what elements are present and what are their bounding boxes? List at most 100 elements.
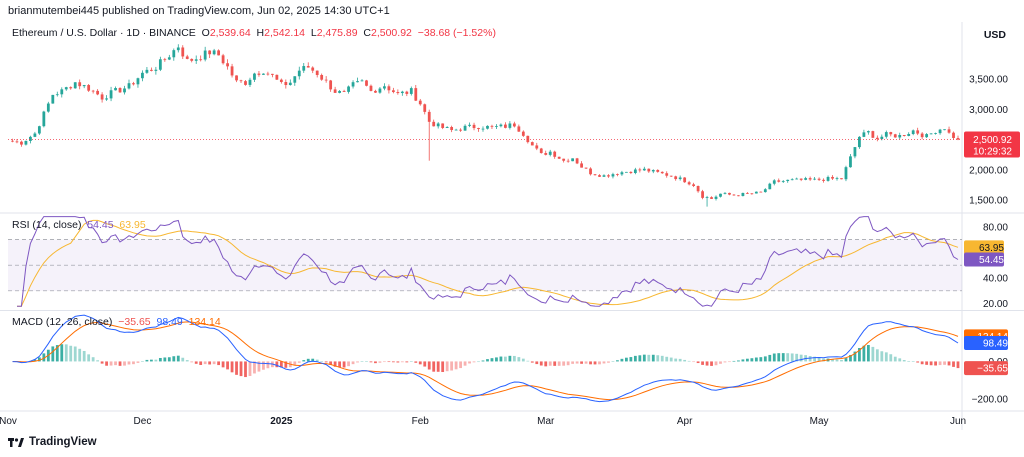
candle-body <box>633 169 637 174</box>
candle-body <box>866 131 870 133</box>
macd-histogram-bar <box>248 361 252 376</box>
macd-histogram-bar <box>351 361 355 365</box>
macd-histogram-bar <box>566 361 570 366</box>
candle-body <box>320 74 324 80</box>
macd-signal-line <box>12 321 959 401</box>
macd-histogram-bar <box>902 360 906 362</box>
candle-body <box>871 131 875 138</box>
macd-histogram-bar <box>875 349 879 362</box>
rsi-title: RSI (14, close) <box>12 219 82 231</box>
candle-body <box>656 169 660 172</box>
candle-body <box>190 58 194 61</box>
macd-histogram-bar <box>454 361 458 370</box>
candle-body <box>911 130 915 134</box>
candle-body <box>710 197 713 199</box>
candle-body <box>262 73 265 75</box>
macd-histogram-bar <box>620 358 624 362</box>
macd-histogram-bar <box>123 361 126 366</box>
candle-body <box>270 73 274 75</box>
macd-histogram-bar <box>589 361 592 365</box>
candle-body <box>123 88 126 93</box>
macd-histogram-bar <box>763 356 767 362</box>
candle-body <box>907 133 911 136</box>
macd-hist-label: −35.65 <box>118 316 151 328</box>
macd-histogram-bar <box>275 361 279 368</box>
macd-histogram-bar <box>911 361 915 362</box>
candle-body <box>647 168 651 172</box>
rsi-ma-line <box>17 219 959 307</box>
macd-histogram-bar <box>132 361 135 365</box>
macd-histogram-bar <box>893 356 897 362</box>
macd-histogram-bar <box>956 361 960 369</box>
candle-body <box>898 135 902 138</box>
candle-body <box>799 178 803 180</box>
brand-name: TradingView <box>29 436 97 448</box>
macd-histogram-bar <box>145 359 149 362</box>
macd-histogram-bar <box>737 360 740 362</box>
candle-body <box>118 88 122 93</box>
candle-body <box>212 50 216 55</box>
macd-histogram-bar <box>360 361 364 362</box>
candle-body <box>822 179 825 181</box>
candle-body <box>432 121 436 127</box>
brand[interactable]: TradingView <box>8 436 97 448</box>
macd-histogram-bar <box>91 357 95 362</box>
macd-histogram-bar <box>266 361 270 369</box>
candle-body <box>719 193 722 197</box>
candle-body <box>427 111 431 122</box>
macd-histogram-bar <box>723 361 727 363</box>
candle-body <box>208 50 212 55</box>
candle-body <box>329 80 333 90</box>
candle-body <box>535 145 539 149</box>
macd-histogram-bar <box>853 351 857 362</box>
macd-histogram-bar <box>293 361 297 366</box>
macd-histogram-bar <box>584 361 588 364</box>
candle-body <box>813 178 816 180</box>
high-value: 2,542.14 <box>264 27 305 39</box>
candle-body <box>96 90 100 95</box>
candle-body <box>956 138 960 140</box>
macd-histogram-bar <box>396 361 400 363</box>
symbol-legend: Ethereum / U.S. Dollar · 1D · BINANCE O2… <box>12 27 496 39</box>
candle-body <box>862 132 866 137</box>
candle-body <box>499 124 503 127</box>
macd-histogram-bar <box>580 361 583 364</box>
rsi-ma-value: 63.95 <box>119 219 146 231</box>
macd-histogram-bar <box>916 361 920 363</box>
macd-histogram-bar <box>338 361 341 368</box>
candle-body <box>705 197 709 198</box>
macd-histogram-bar <box>889 354 893 362</box>
candle-body <box>55 94 59 96</box>
macd-histogram-bar <box>418 361 422 365</box>
macd-histogram-bar <box>114 361 117 366</box>
currency-label[interactable]: USD <box>983 29 1006 41</box>
candle-body <box>669 175 673 177</box>
candle-body <box>109 90 113 99</box>
candle-body <box>916 130 920 134</box>
candle-body <box>620 172 624 175</box>
candle-body <box>486 125 489 129</box>
macd-line-label: 98.49 <box>156 316 183 328</box>
candle-body <box>602 175 606 177</box>
candle-body <box>46 103 50 112</box>
candle-body <box>934 133 937 134</box>
macd-histogram-bar <box>728 361 731 363</box>
candle-body <box>638 169 642 171</box>
macd-histogram-bar <box>642 354 646 362</box>
candle-body <box>884 132 888 137</box>
candle-body <box>687 182 691 185</box>
macd-histogram-bar <box>884 352 888 362</box>
candle-body <box>544 153 548 155</box>
macd-histogram-bar <box>759 357 763 362</box>
candle-body <box>360 80 364 82</box>
macd-histogram-bar <box>427 361 431 370</box>
candle-body <box>423 104 427 112</box>
rsi-tick-label: 80.00 <box>983 222 1008 233</box>
macd-histogram-bar <box>356 361 359 363</box>
macd-histogram-bar <box>199 361 203 365</box>
macd-histogram-bar <box>176 355 180 362</box>
macd-histogram-bar <box>862 345 866 362</box>
candle-body <box>732 194 736 196</box>
macd-histogram-bar <box>297 361 301 363</box>
macd-histogram-bar <box>925 361 929 365</box>
